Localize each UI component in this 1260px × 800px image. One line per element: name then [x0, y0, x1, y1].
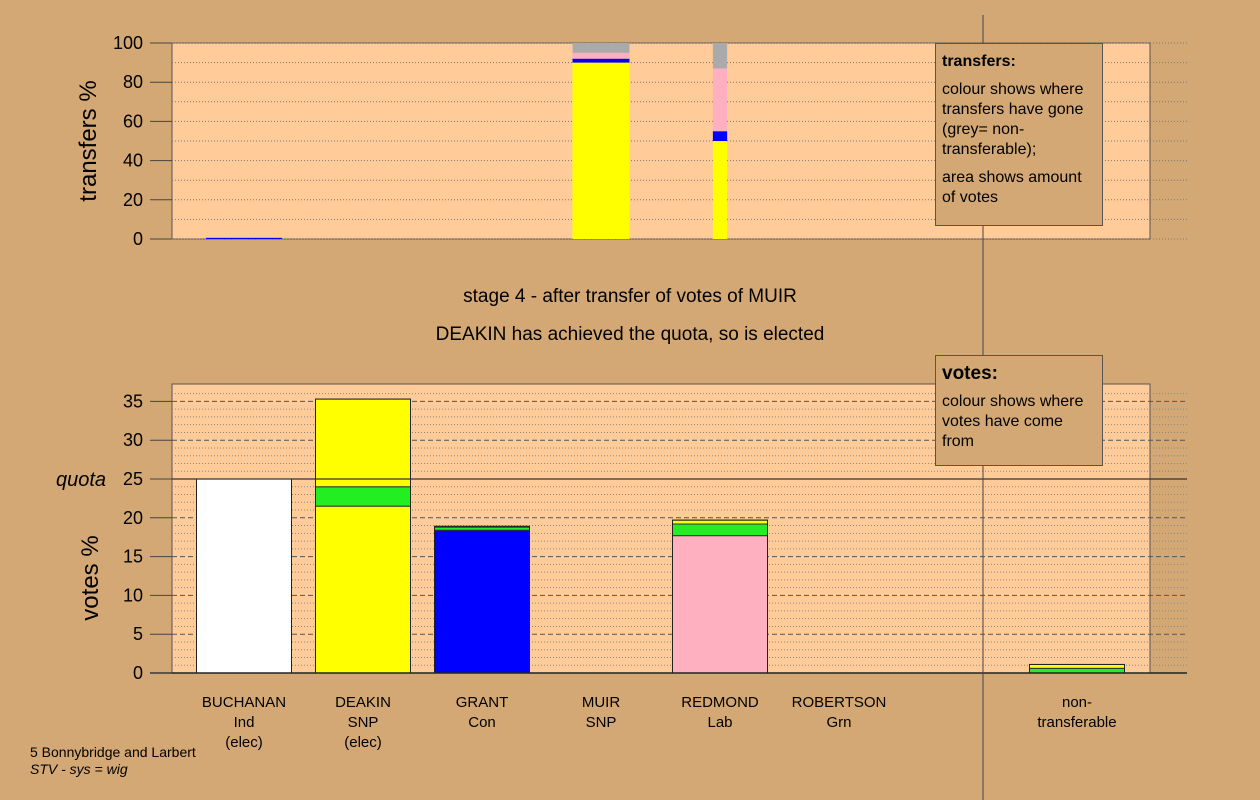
- transfer-segment-redmond-con: [712, 131, 728, 141]
- candidate-party: Grn: [826, 714, 852, 731]
- transfers-legend-line1: colour shows where transfers have gone (…: [942, 81, 1084, 158]
- votes-legend: votes: colour shows where votes have com…: [935, 355, 1103, 466]
- vote-segment-buchanan-ind: [196, 478, 292, 674]
- transfer-segment-muir-con: [572, 58, 630, 63]
- transfers-tick-label: 0: [133, 229, 143, 249]
- footer-constituency: 5 Bonnybridge and Larbert: [30, 744, 196, 760]
- transfers-legend-heading: transfers:: [942, 53, 1016, 70]
- votes-tick-label: 30: [123, 430, 143, 450]
- votes-legend-heading: votes:: [942, 363, 998, 384]
- transfers-axis-title: transfers %: [75, 80, 102, 201]
- candidate-label: ROBERTSON Grn: [769, 693, 909, 733]
- elected-message: DEAKIN has achieved the quota, so is ele…: [435, 324, 825, 345]
- transfers-tick-label: 40: [123, 151, 143, 171]
- transfer-segment-redmond-nontransferable: [712, 43, 728, 69]
- candidate-name: ROBERTSON: [791, 694, 887, 711]
- transfers-bars: [206, 43, 728, 239]
- vote-segment-deakin-snp: [315, 505, 411, 674]
- vote-segment-redmond-lab: [672, 535, 768, 674]
- votes-tick-label: 0: [133, 663, 143, 683]
- candidate-label: REDMOND Lab: [650, 693, 790, 733]
- candidate-label: GRANT Con: [412, 693, 552, 733]
- transfer-segment-muir-lab: [572, 52, 630, 59]
- votes-legend-line1: colour shows where votes have come from: [942, 393, 1084, 450]
- vote-segment-redmond-snp: [672, 519, 768, 525]
- candidate-name: BUCHANAN: [201, 694, 287, 711]
- candidate-name: DEAKIN: [335, 694, 391, 711]
- candidate-party: Lab: [707, 714, 733, 731]
- candidate-label: non-transferable: [1007, 693, 1147, 733]
- candidate-party: Con: [468, 714, 496, 731]
- transfers-legend-line2: area shows amount of votes: [942, 169, 1082, 206]
- vote-segment-deakin-grn: [315, 486, 411, 507]
- candidate-name: non-: [1061, 694, 1093, 711]
- candidate-name: REDMOND: [681, 694, 759, 711]
- candidate-name: GRANT: [455, 694, 509, 711]
- candidate-name: MUIR: [581, 694, 621, 711]
- candidate-party: Ind: [233, 714, 255, 731]
- vote-segment-non-transferable-snp: [1029, 663, 1125, 669]
- votes-tick-label: 10: [123, 585, 143, 605]
- votes-axis-title: votes %: [77, 535, 104, 620]
- transfers-tick-label: 20: [123, 190, 143, 210]
- candidate-label: MUIR SNP: [531, 693, 671, 733]
- transfer-segment-redmond-snp: [712, 141, 728, 239]
- votes-tick-label: 5: [133, 624, 143, 644]
- transfer-segment-buchanan-con: [206, 237, 282, 239]
- vote-segment-redmond-grn: [672, 523, 768, 537]
- vote-segment-deakin-snp: [315, 398, 411, 488]
- stage-title: stage 4 - after transfer of votes of MUI…: [463, 286, 797, 307]
- votes-tick-label: 15: [123, 547, 143, 567]
- candidate-party: SNP: [347, 714, 379, 731]
- transfer-segment-redmond-lab: [712, 68, 728, 132]
- votes-tick-label: 25: [123, 469, 143, 489]
- transfers-legend: transfers: colour shows where transfers …: [935, 43, 1103, 226]
- votes-bars: [150, 15, 1187, 800]
- axis-labels: 0 20 40 60 80 100 transfers % 0 5 10 15 20 30 35 25 quo…: [56, 33, 172, 683]
- transfers-tick-label: 60: [123, 111, 143, 131]
- votes-tick-label: 20: [123, 508, 143, 528]
- candidate-party: SNP: [585, 714, 617, 731]
- candidate-status: (elec): [225, 734, 263, 751]
- candidate-label: BUCHANAN Ind (elec): [174, 693, 314, 753]
- transfer-segment-muir-nontransferable: [572, 43, 630, 53]
- footer-system: STV - sys = wig: [30, 761, 128, 777]
- candidate-label: DEAKIN SNP (elec): [293, 693, 433, 753]
- votes-tick-label: 35: [123, 391, 143, 411]
- candidate-party: transferable: [1037, 714, 1117, 731]
- transfers-tick-label: 100: [113, 33, 143, 53]
- candidate-status: (elec): [344, 734, 382, 751]
- quota-label: quota: [56, 469, 106, 491]
- transfers-tick-label: 80: [123, 72, 143, 92]
- vote-segment-grant-con: [434, 529, 530, 674]
- transfer-segment-muir-snp: [572, 62, 630, 239]
